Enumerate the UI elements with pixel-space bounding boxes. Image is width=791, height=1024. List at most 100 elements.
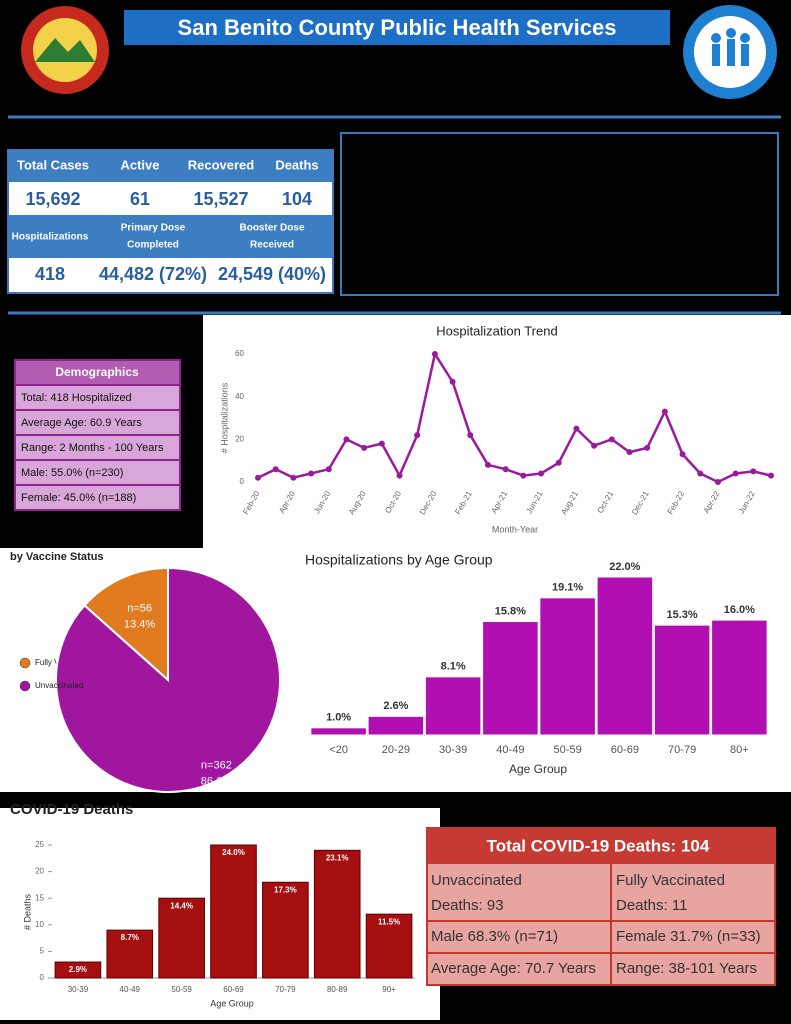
pie-slice: [83, 566, 169, 683]
pie-value-label: 13.4%: [124, 619, 155, 631]
trend-point: [538, 470, 545, 477]
trend-point: [396, 472, 403, 479]
x-tick-label: 50-59: [554, 744, 582, 756]
trend-point: [661, 408, 668, 415]
bar: [596, 576, 654, 736]
x-tick-label: 50-59: [171, 985, 192, 994]
trend-point: [343, 436, 350, 443]
data-label: 8.1%: [441, 661, 466, 673]
pie-count-label: n=362: [201, 759, 232, 771]
deaths-cell: Fully Vaccinated: [616, 872, 725, 889]
trend-point: [431, 351, 438, 357]
trend-line: [257, 350, 772, 484]
x-tick-label: 60-69: [223, 985, 244, 994]
stats-table: Total Cases Active Recovered Deaths Hosp…: [7, 149, 334, 294]
pie-value-label: 86.6%: [201, 775, 232, 787]
deaths-cell: Unvaccinated: [431, 872, 522, 889]
pie-slice: [55, 566, 281, 793]
trend-point: [573, 425, 580, 432]
data-label: 8.7%: [121, 933, 139, 942]
bar: [210, 844, 257, 979]
chart-title: Hospitalization Trend: [436, 323, 557, 338]
demographics-item: Female: 45.0% (n=188): [21, 492, 136, 504]
bar: [365, 913, 413, 979]
stat-label: Active: [120, 157, 159, 172]
demographics-item: Average Age: 60.9 Years: [21, 417, 142, 429]
trend-point: [626, 449, 633, 456]
x-tick-label: 70-79: [275, 985, 296, 994]
trend-point: [467, 432, 474, 439]
x-tick-label: 40-49: [120, 985, 141, 994]
y-tick-label: 15: [35, 893, 44, 902]
trend-point: [555, 459, 562, 466]
demographics-header: [14, 359, 181, 386]
bar: [54, 961, 102, 979]
county-logo: [21, 6, 109, 94]
data-label: 19.1%: [552, 582, 583, 594]
deaths-cell: Average Age: 70.7 Years: [431, 960, 596, 977]
bar: [711, 619, 768, 736]
bar: [106, 929, 154, 979]
data-label: 16.0%: [724, 604, 755, 616]
data-label: 11.5%: [378, 917, 400, 926]
y-tick-label: 20: [235, 434, 244, 443]
stat-value: 61: [130, 189, 150, 209]
stat-label: Completed: [127, 240, 179, 251]
demographics-item: Total: 418 Hospitalized: [21, 392, 132, 404]
x-tick-label: 30-39: [68, 985, 89, 994]
stat-value: 15,692: [25, 189, 80, 209]
trend-point: [714, 479, 721, 485]
header-bar: [124, 10, 670, 45]
trend-point: [255, 474, 261, 481]
stat-label: Hospitalizations: [12, 232, 89, 243]
deaths-title: Total COVID-19 Deaths: 104: [487, 836, 710, 855]
trend-point: [768, 472, 774, 479]
demographics-title: Demographics: [55, 365, 139, 379]
x-tick-label: 90+: [382, 985, 396, 994]
demographics: Demographics Total: 418 Hospitalized Ave…: [14, 359, 181, 511]
trend-point: [325, 466, 332, 473]
deaths-cell: Female 31.7% (n=33): [616, 928, 761, 945]
data-label: 2.9%: [69, 965, 87, 974]
stat-value: 24,549 (40%): [218, 264, 326, 284]
x-tick-label: 20-29: [382, 744, 410, 756]
data-label: 17.3%: [274, 885, 297, 894]
y-tick-label: 25: [35, 840, 44, 849]
bar: [482, 621, 539, 736]
trend-point: [361, 444, 368, 451]
stat-label: Deaths: [275, 157, 318, 172]
trend-point: [608, 436, 615, 443]
bar: [653, 624, 711, 736]
bar: [262, 881, 309, 979]
y-tick-label: 0: [40, 973, 45, 982]
legend-swatch: [19, 680, 31, 692]
x-axis-label: Month-Year: [492, 524, 538, 534]
x-tick-label: 40-49: [496, 744, 524, 756]
data-label: 23.1%: [326, 853, 349, 862]
x-axis-label: Age Group: [210, 998, 254, 1008]
trend-point: [449, 378, 456, 385]
legend-label: Unvaccinated: [35, 681, 83, 690]
data-label: 24.0%: [222, 848, 245, 857]
y-tick-label: 5: [40, 947, 45, 956]
data-label: 15.3%: [667, 609, 698, 621]
pie-count-label: n=56: [127, 603, 152, 615]
y-tick-label: 10: [35, 920, 44, 929]
chart-title: COVID-19 Deaths: [10, 801, 133, 818]
chart-title: by Vaccine Status: [10, 551, 104, 563]
y-tick-label: 20: [35, 867, 44, 876]
y-axis-label: # Deaths: [22, 893, 32, 930]
x-tick-label: 80-89: [327, 985, 348, 994]
x-axis-label: Age Group: [509, 762, 567, 776]
demographics-item: Male: 55.0% (n=230): [21, 467, 123, 479]
chart-title: Hospitalizations by Age Group: [305, 552, 493, 568]
bar: [313, 849, 361, 979]
deaths-cell: Deaths: 11: [616, 897, 687, 914]
demographics-item: Range: 2 Months - 100 Years: [21, 442, 164, 454]
bar: [539, 597, 596, 736]
y-tick-label: 60: [235, 349, 244, 358]
trend-point: [502, 466, 509, 473]
data-label: 15.8%: [495, 605, 526, 617]
trend-point: [732, 470, 739, 477]
